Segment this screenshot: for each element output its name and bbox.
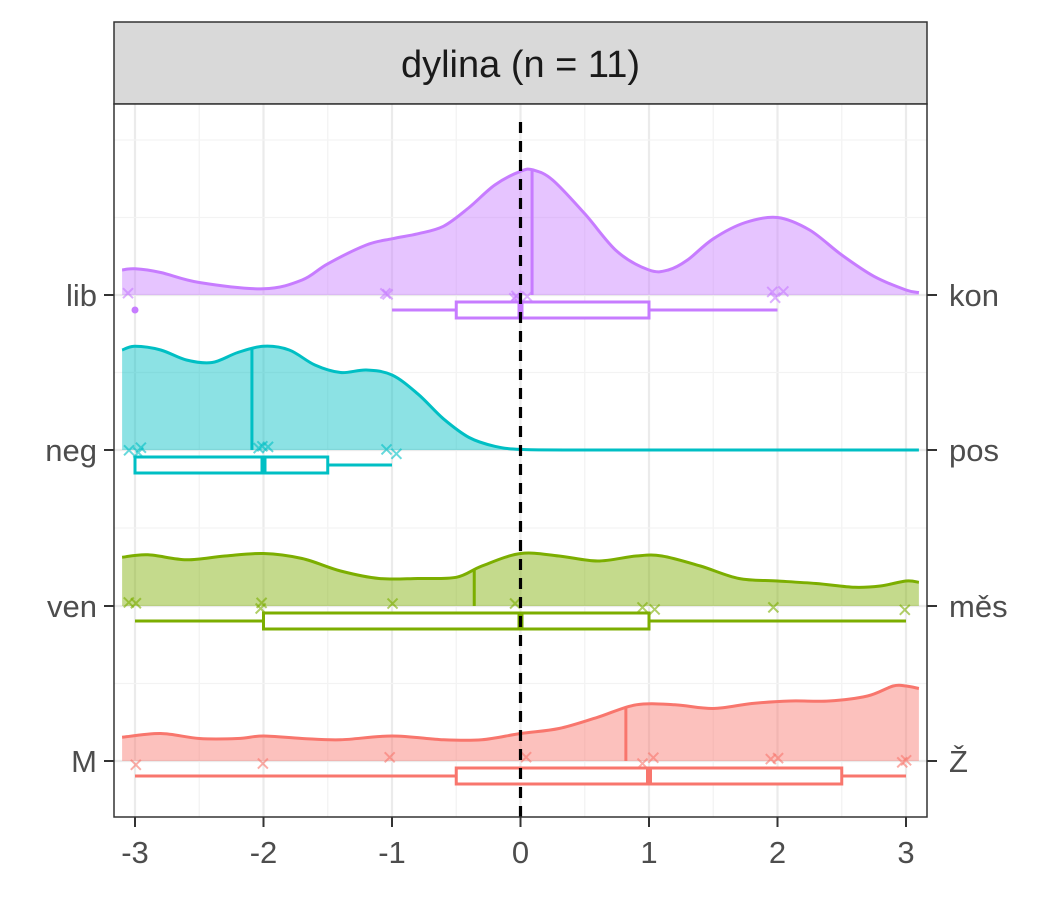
box-outlier-kon [131,306,139,314]
density-curve-Ž [121,683,920,742]
x-axis-tick-label: 3 [897,835,914,870]
box-iqr-pos [133,455,330,475]
rain-point-Ž [383,751,396,763]
rain-point-Ž [772,752,784,764]
rain-point-Ž [900,754,912,767]
rain-point-kon [769,292,781,304]
rain-point-kon [521,290,533,303]
rain-point-pos [390,448,403,460]
rain-point-měs [130,597,142,609]
y-axis-label-right-Ž: Ž [949,744,968,779]
box-iqr-měs [262,611,651,631]
rain-point-Ž [130,759,142,771]
facet-strip [113,21,928,105]
y-axis-label-right-pos: pos [949,433,999,468]
rain-point-Ž [520,751,532,763]
x-axis-tick-label: 2 [769,835,786,870]
rain-points [122,285,912,771]
box-iqr-kon [454,300,651,320]
y-axis-label-left-lib: lib [66,278,97,313]
y-axis-label-left-neg: neg [45,433,97,468]
rain-point-Ž [257,757,269,770]
y-axis-label-left-ven: ven [47,589,97,624]
x-axis-tick-label: -3 [121,835,149,870]
mean-lines [250,170,628,761]
rain-point-pos [262,441,274,453]
rain-point-kon [122,287,134,299]
facet-strip-title: dylina (n = 11) [401,44,640,86]
x-axis-tick-label: -2 [250,835,278,870]
y-axis-label-right-kon: kon [949,278,999,313]
boxplots [131,300,906,786]
y-axis-label-left-M: M [71,744,97,779]
rain-point-měs [509,597,521,610]
x-axis-tick-label: 0 [512,835,529,870]
rain-point-kon [379,287,392,300]
rain-point-kon [766,286,778,298]
rain-point-pos [123,444,135,457]
axes-layer: -3 -2 -1 0 1 2 3 lib kon neg pos ven měs M Ž [45,278,1007,870]
rain-point-měs [767,601,780,614]
rain-point-pos [380,443,393,456]
rain-point-kon [777,285,790,298]
density-area-kon [122,169,919,295]
rain-point-měs [899,604,911,616]
rain-point-měs [648,603,661,616]
density-area-pos [122,346,919,451]
rain-point-měs [386,597,399,610]
x-axis-tick-label: 1 [640,835,657,870]
rain-point-Ž [647,751,660,764]
rain-point-pos [252,442,265,454]
density-curve-kon [121,167,920,294]
density-curve-měs [121,551,920,589]
rain-point-měs [636,601,649,614]
y-axis-label-right-měs: měs [949,589,1008,624]
density-area-Ž [122,685,919,761]
x-axis-tick-label: -1 [378,835,406,870]
